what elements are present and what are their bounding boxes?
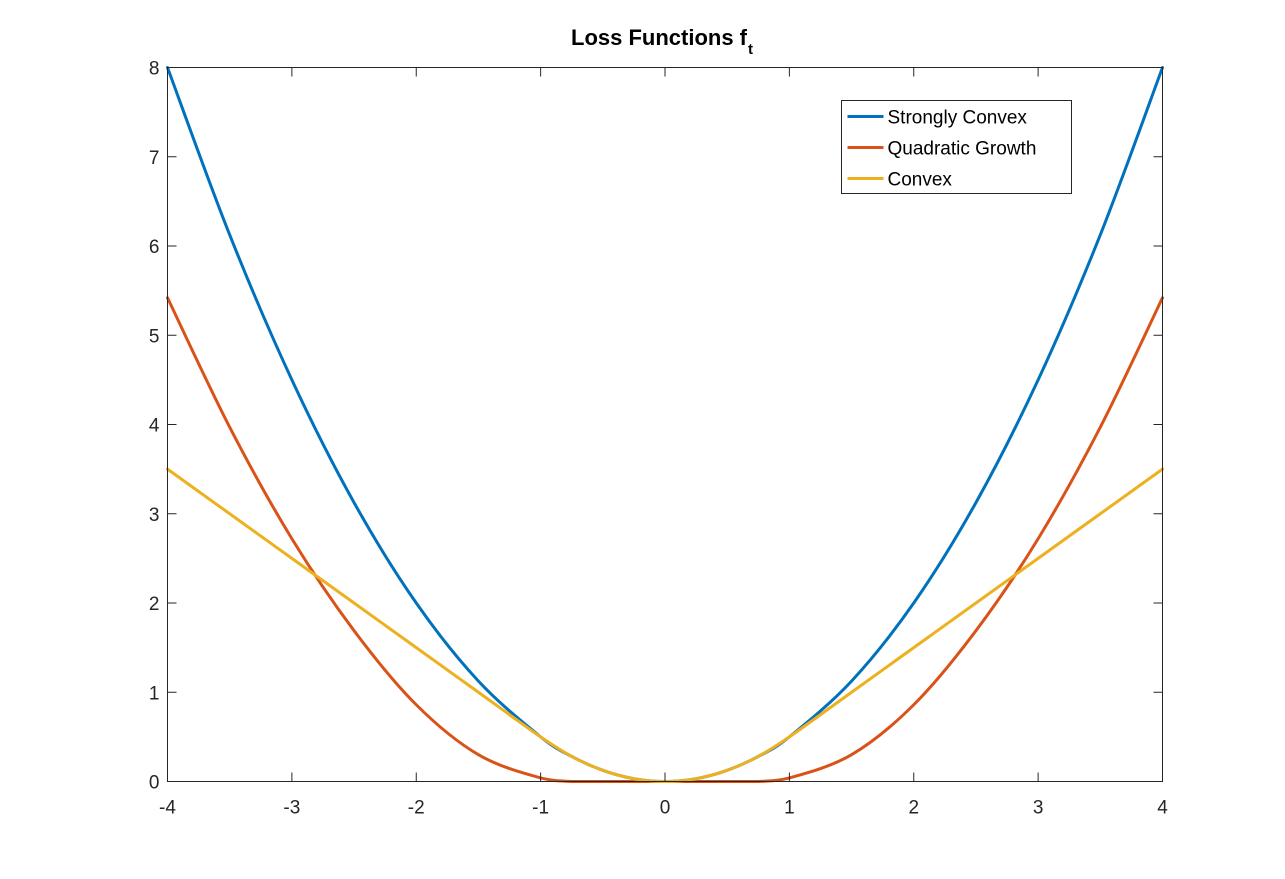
x-tick-label: 4: [1157, 798, 1168, 819]
legend-label: Convex: [888, 170, 953, 191]
legend-label: Strongly Convex: [888, 108, 1028, 129]
y-tick-label: 7: [149, 148, 160, 169]
y-tick-label: 2: [149, 594, 160, 615]
legend-label: Quadratic Growth: [888, 139, 1037, 160]
y-tick-label: 0: [149, 773, 160, 794]
y-tick-label: 4: [149, 416, 160, 437]
legend: Strongly Convex Quadratic Growth Convex: [841, 100, 1072, 194]
x-tick-label: -1: [532, 798, 549, 819]
y-tick-label: 8: [149, 59, 160, 80]
y-tick-label: 6: [149, 237, 160, 258]
ticks-layer: -4 -3 -2 -1 0 1 2 3 4 0 1 2 3 4 5 6 7 8: [149, 59, 1168, 819]
x-tick-label: -3: [283, 798, 300, 819]
x-tick-label: 1: [784, 798, 795, 819]
y-tick-label: 1: [149, 683, 160, 704]
x-tick-label: 2: [908, 798, 919, 819]
chart-title: Loss Functions ft: [571, 25, 753, 58]
y-tick-label: 3: [149, 505, 160, 526]
x-tick-label: 3: [1033, 798, 1044, 819]
x-tick-label: -2: [408, 798, 425, 819]
x-tick-label: 0: [660, 798, 671, 819]
chart-title-text: Loss Functions f: [571, 25, 748, 50]
chart-title-subscript: t: [748, 41, 753, 58]
y-tick-label: 5: [149, 326, 160, 347]
x-tick-label: -4: [159, 798, 176, 819]
